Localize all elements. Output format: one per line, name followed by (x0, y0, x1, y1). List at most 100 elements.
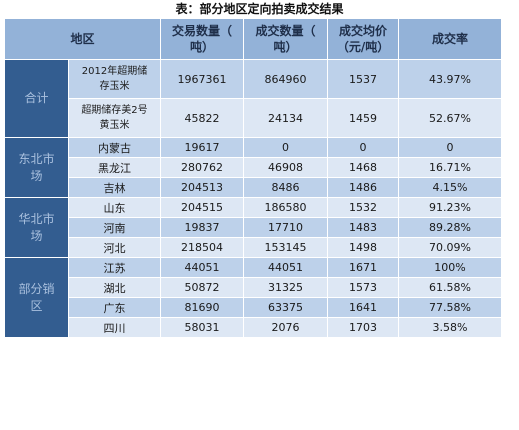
row-name: 河北 (67, 237, 162, 258)
cell-price: 1486 (327, 177, 400, 198)
row-name-line-2: 黄玉米 (99, 120, 130, 131)
cell-price: 1703 (327, 317, 400, 338)
cell-volume: 44051 (160, 257, 245, 278)
cell-deal: 46908 (243, 157, 329, 178)
cell-price: 1459 (327, 98, 400, 138)
row-name: 吉林 (67, 177, 162, 198)
row-name: 河南 (67, 217, 162, 238)
row-name: 2012年超期储 存玉米 (67, 59, 162, 99)
cell-price: 1498 (327, 237, 400, 258)
row-name: 内蒙古 (67, 137, 162, 158)
cell-volume: 280762 (160, 157, 245, 178)
table-row: 河南 19837 17710 1483 89.28% (5, 217, 503, 238)
cell-deal: 2076 (243, 317, 329, 338)
cell-price: 1468 (327, 157, 400, 178)
cell-deal: 44051 (243, 257, 329, 278)
cell-rate: 91.23% (398, 197, 503, 218)
header-volume-line-2: 吨） (190, 40, 215, 54)
group-north-line-1: 华北市 (18, 211, 55, 226)
header-row: 地区 交易数量（ 吨） 成交数量（ 吨） 成交均价 （元/吨） 成交率 (3, 18, 503, 60)
cell-rate: 100% (398, 257, 503, 278)
cell-price: 1573 (327, 277, 400, 298)
row-name: 江苏 (67, 257, 162, 278)
cell-price: 1641 (327, 297, 400, 318)
row-name: 四川 (67, 317, 162, 338)
row-name-line-1: 超期储存美2号 (81, 105, 148, 116)
cell-price: 1537 (327, 59, 400, 99)
auction-results-table: 地区 交易数量（ 吨） 成交数量（ 吨） 成交均价 （元/吨） 成交率 合计 2… (3, 18, 503, 338)
cell-volume: 218504 (160, 237, 245, 258)
table-row: 东北市 场 内蒙古 19617 0 0 0 (4, 137, 503, 198)
header-volume-line-1: 交易数量（ (172, 24, 233, 38)
group-northeast: 东北市 场 (4, 137, 69, 198)
table-row: 吉林 204513 8486 1486 4.15% (5, 177, 503, 198)
row-name-line-2: 存玉米 (99, 81, 130, 92)
table-row: 部分销 区 江苏 44051 44051 1671 100% (4, 257, 503, 338)
group-total: 合计 (4, 59, 69, 138)
row-name: 山东 (67, 197, 162, 218)
row-name: 广东 (67, 297, 162, 318)
table-row: 华北市 场 山东 204515 186580 1532 91.23% (4, 197, 503, 258)
cell-deal: 8486 (243, 177, 329, 198)
cell-price: 0 (327, 137, 400, 158)
cell-rate: 43.97% (398, 59, 503, 99)
row-name: 超期储存美2号 黄玉米 (67, 98, 162, 138)
table-row: 广东 81690 63375 1641 77.58% (5, 297, 503, 318)
cell-deal: 0 (243, 137, 329, 158)
table-row: 四川 58031 2076 1703 3.58% (5, 317, 503, 338)
cell-rate: 89.28% (398, 217, 503, 238)
header-volume: 交易数量（ 吨） (160, 18, 245, 60)
cell-rate: 52.67% (398, 98, 503, 138)
cell-rate: 77.58% (398, 297, 503, 318)
cell-rate: 70.09% (398, 237, 503, 258)
header-deal-line-1: 成交数量（ (255, 24, 316, 38)
cell-price: 1532 (327, 197, 400, 218)
group-south-line-1: 部分销 (18, 281, 55, 296)
table-row: 湖北 50872 31325 1573 61.58% (5, 277, 503, 298)
cell-volume: 81690 (160, 297, 245, 318)
cell-deal: 24134 (243, 98, 329, 138)
header-price-line-2: （元/吨） (336, 40, 390, 54)
cell-deal: 31325 (243, 277, 329, 298)
header-deal: 成交数量（ 吨） (243, 18, 329, 60)
header-price-line-1: 成交均价 (339, 24, 388, 38)
cell-volume: 19617 (160, 137, 245, 158)
cell-price: 1483 (327, 217, 400, 238)
group-south: 部分销 区 (4, 257, 69, 338)
table-row: 超期储存美2号 黄玉米 45822 24134 1459 52.67% (5, 98, 503, 138)
cell-volume: 19837 (160, 217, 245, 238)
group-north: 华北市 场 (4, 197, 69, 258)
cell-volume: 58031 (160, 317, 245, 338)
table-title: 表：部分地区定向拍卖成交结果 (175, 2, 344, 16)
group-northeast-line-1: 东北市 (18, 151, 55, 166)
header-region: 地区 (3, 18, 162, 60)
cell-price: 1671 (327, 257, 400, 278)
group-northeast-line-2: 场 (30, 168, 43, 183)
cell-deal: 17710 (243, 217, 329, 238)
cell-deal: 63375 (243, 297, 329, 318)
table-row: 黑龙江 280762 46908 1468 16.71% (5, 157, 503, 178)
row-name: 湖北 (67, 277, 162, 298)
cell-volume: 204513 (160, 177, 245, 198)
header-rate: 成交率 (398, 18, 503, 60)
cell-deal: 864960 (243, 59, 329, 99)
cell-rate: 61.58% (398, 277, 503, 298)
group-total-label: 合计 (24, 91, 49, 105)
cell-rate: 4.15% (398, 177, 503, 198)
header-price: 成交均价 （元/吨） (327, 18, 400, 60)
cell-rate: 3.58% (398, 317, 503, 338)
cell-rate: 0 (398, 137, 503, 158)
table-row: 河北 218504 153145 1498 70.09% (5, 237, 503, 258)
table-row: 合计 2012年超期储 存玉米 1967361 864960 1537 43.9… (4, 59, 503, 138)
row-name-line-1: 2012年超期储 (81, 66, 148, 77)
row-name: 黑龙江 (67, 157, 162, 178)
header-deal-line-2: 吨） (273, 40, 298, 54)
cell-deal: 153145 (243, 237, 329, 258)
cell-volume: 204515 (160, 197, 245, 218)
group-north-line-2: 场 (30, 228, 43, 243)
group-south-line-2: 区 (30, 298, 43, 313)
cell-rate: 16.71% (398, 157, 503, 178)
cell-volume: 1967361 (160, 59, 245, 99)
cell-volume: 45822 (160, 98, 245, 138)
cell-volume: 50872 (160, 277, 245, 298)
